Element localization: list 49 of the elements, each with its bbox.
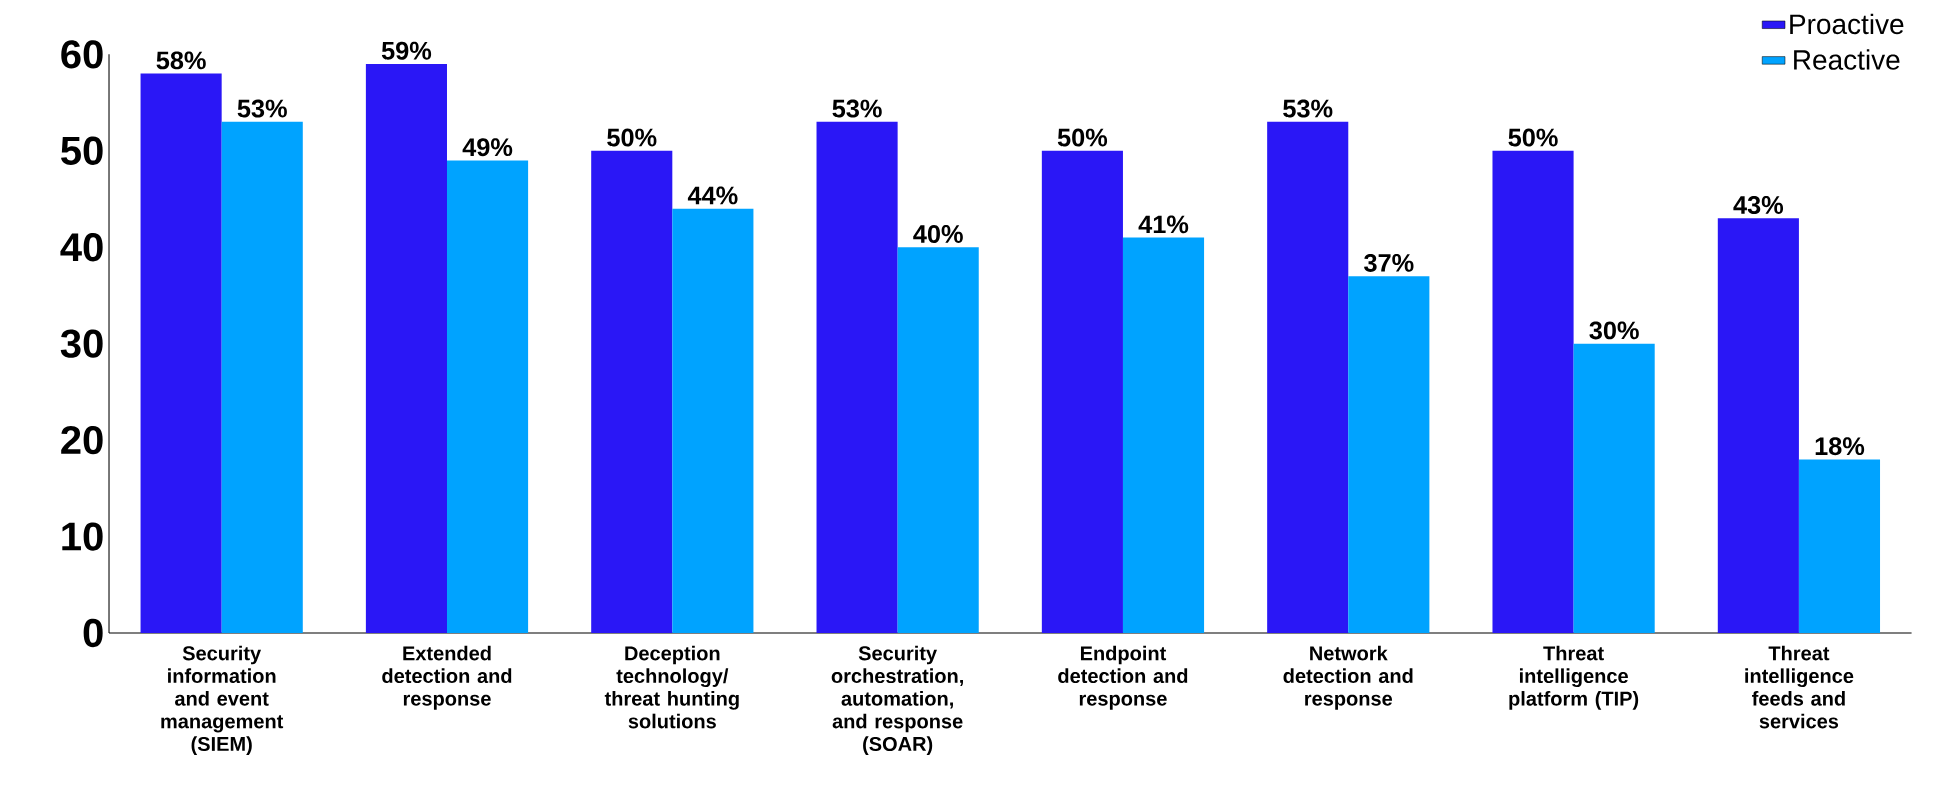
y-tick-label: 30 (60, 329, 103, 358)
x-tick-label: Threat intelligence platform (TIP) (1509, 645, 1639, 710)
data-label: 53% (237, 99, 287, 118)
data-label: 40% (913, 225, 963, 243)
y-tick-label: 60 (61, 40, 103, 69)
bar (591, 150, 673, 633)
x-tick-label: Extended detection and response (382, 645, 512, 710)
bar (1348, 276, 1430, 633)
data-label: 59% (381, 41, 432, 60)
x-tick-label: Security information and event management (SIEM) (161, 645, 284, 755)
bar (1122, 237, 1205, 633)
bar (1267, 121, 1349, 633)
data-label: 49% (462, 138, 513, 157)
legend-label: Proactive (1790, 13, 1904, 35)
y-tick-label: 0 (83, 618, 103, 648)
data-label: 30% (1589, 321, 1639, 340)
data-label: 37% (1364, 253, 1414, 272)
bar (1798, 459, 1881, 633)
bar (1492, 150, 1574, 633)
data-label: 58% (156, 51, 206, 70)
data-label: 50% (1057, 128, 1108, 147)
bar (816, 121, 898, 633)
data-label: 50% (1508, 128, 1558, 147)
bar (365, 63, 447, 633)
x-tick-label: Network detection and response (1283, 645, 1413, 710)
legend-label: Reactive (1794, 49, 1900, 70)
bar (221, 121, 303, 633)
bar (446, 160, 529, 633)
bar (897, 247, 979, 633)
bar (1573, 343, 1655, 633)
data-label: 41% (1138, 215, 1189, 234)
x-tick-label: Security orchestration, automation, and response (SOAR) (831, 645, 963, 755)
data-label: 18% (1815, 437, 1865, 456)
bar (140, 73, 222, 633)
data-label: 50% (607, 128, 657, 147)
data-label: 44% (687, 186, 738, 205)
y-tick-label: 10 (62, 522, 103, 551)
data-label: 53% (832, 99, 882, 118)
bar (1041, 150, 1123, 633)
x-tick-label: Deception technology/ threat hunting solutions (604, 645, 739, 729)
y-tick-label: 50 (61, 136, 103, 165)
data-label: 53% (1283, 99, 1333, 118)
bar (1717, 218, 1799, 633)
y-tick-label: 20 (61, 425, 103, 455)
bar (672, 208, 754, 633)
x-tick-label: Endpoint detection and response (1058, 645, 1188, 710)
y-tick-label: 40 (60, 233, 103, 262)
data-label: 43% (1733, 196, 1784, 215)
x-tick-label: Threat intelligence feeds and services (1745, 645, 1854, 729)
